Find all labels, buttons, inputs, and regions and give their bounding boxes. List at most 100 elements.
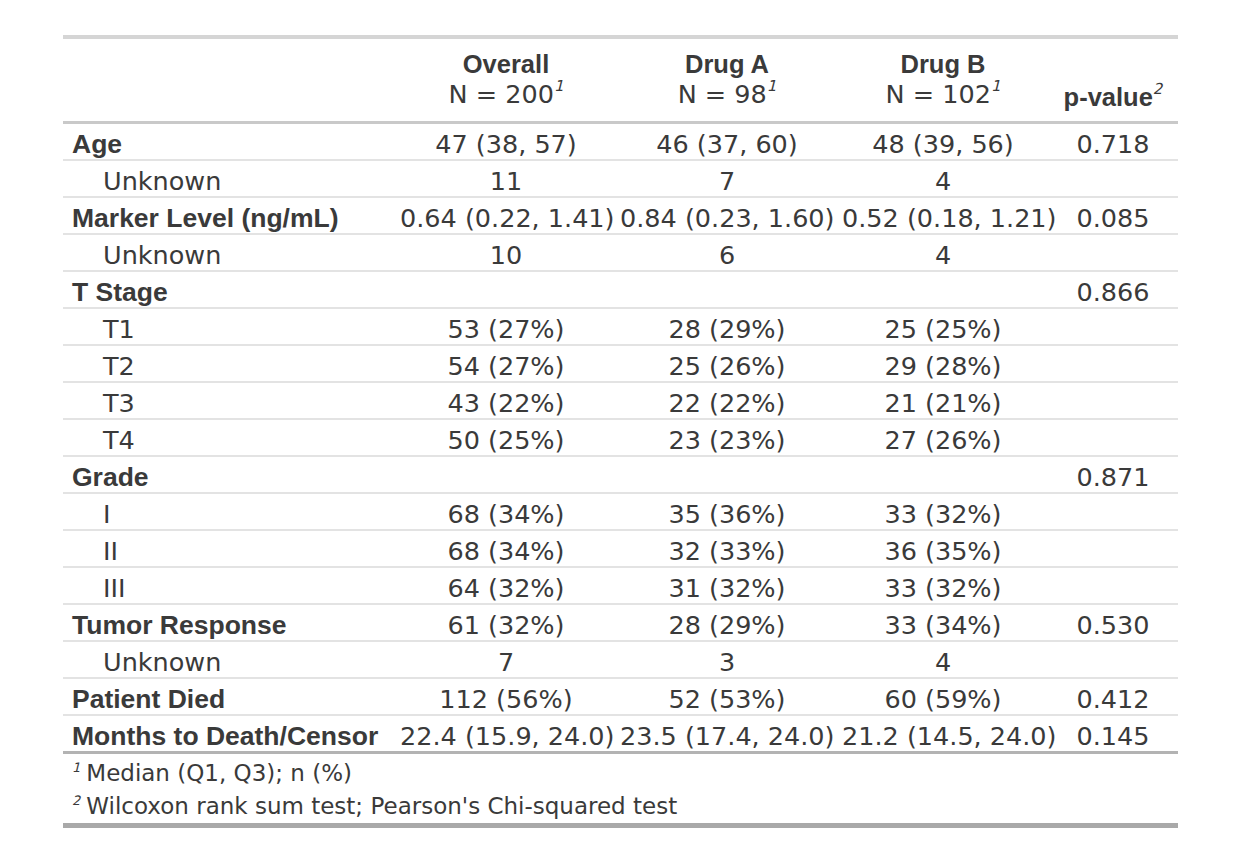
row-label: II [63, 530, 396, 567]
cell-drug-b [838, 271, 1048, 308]
header-drug-b: Drug BN = 1021 [838, 37, 1048, 123]
table-row: T153 (27%)28 (29%)25 (25%) [63, 308, 1178, 345]
footnote-1: 1Median (Q1, Q3); n (%) [63, 753, 1178, 789]
cell-p-value: 0.145 [1048, 715, 1178, 753]
cell-p-value: 0.085 [1048, 197, 1178, 234]
cell-overall: 43 (22%) [396, 382, 616, 419]
cell-overall: 68 (34%) [396, 530, 616, 567]
cell-overall: 10 [396, 234, 616, 271]
table-row: Months to Death/Censor22.4 (15.9, 24.0)2… [63, 715, 1178, 753]
cell-overall: 53 (27%) [396, 308, 616, 345]
cell-p-value: 0.530 [1048, 604, 1178, 641]
cell-p-value: 0.866 [1048, 271, 1178, 308]
row-label: Unknown [63, 160, 396, 197]
header-row: OverallN = 2001 Drug AN = 981 Drug BN = … [63, 37, 1178, 123]
cell-drug-a: 35 (36%) [616, 493, 838, 530]
row-label: Months to Death/Censor [63, 715, 396, 753]
cell-overall: 11 [396, 160, 616, 197]
footnote-mark-1: 1 [991, 77, 1001, 95]
summary-table: OverallN = 2001 Drug AN = 981 Drug BN = … [63, 35, 1178, 828]
row-label: T4 [63, 419, 396, 456]
cell-drug-a: 23.5 (17.4, 24.0) [616, 715, 838, 753]
table-row: T343 (22%)22 (22%)21 (21%) [63, 382, 1178, 419]
header-drug-a: Drug AN = 981 [616, 37, 838, 123]
row-label: I [63, 493, 396, 530]
table-row: Tumor Response61 (32%)28 (29%)33 (34%)0.… [63, 604, 1178, 641]
cell-drug-a: 28 (29%) [616, 604, 838, 641]
cell-drug-b: 33 (34%) [838, 604, 1048, 641]
footnote-2-mark: 2 [72, 793, 86, 808]
row-label: Grade [63, 456, 396, 493]
cell-drug-a: 46 (37, 60) [616, 123, 838, 161]
table-row: Unknown1064 [63, 234, 1178, 271]
header-drug-b-n: N = 102 [886, 79, 991, 109]
cell-drug-a: 28 (29%) [616, 308, 838, 345]
cell-drug-b [838, 456, 1048, 493]
header-drug-b-name: Drug B [842, 49, 1044, 79]
cell-p-value [1048, 160, 1178, 197]
cell-drug-a [616, 456, 838, 493]
footnote-1-text: Median (Q1, Q3); n (%) [86, 760, 352, 786]
cell-p-value: 0.871 [1048, 456, 1178, 493]
cell-p-value [1048, 530, 1178, 567]
cell-overall: 47 (38, 57) [396, 123, 616, 161]
row-label: Age [63, 123, 396, 161]
row-label: T3 [63, 382, 396, 419]
cell-overall: 22.4 (15.9, 24.0) [396, 715, 616, 753]
table-row: T254 (27%)25 (26%)29 (28%) [63, 345, 1178, 382]
table-row: T Stage 0.866 [63, 271, 1178, 308]
cell-overall: 64 (32%) [396, 567, 616, 604]
table-row: I68 (34%)35 (36%)33 (32%) [63, 493, 1178, 530]
cell-drug-a: 0.84 (0.23, 1.60) [616, 197, 838, 234]
row-label: T Stage [63, 271, 396, 308]
table-row: Patient Died112 (56%)52 (53%)60 (59%)0.4… [63, 678, 1178, 715]
table-row: Unknown734 [63, 641, 1178, 678]
cell-drug-a [616, 271, 838, 308]
table-row: II68 (34%)32 (33%)36 (35%) [63, 530, 1178, 567]
cell-overall: 112 (56%) [396, 678, 616, 715]
header-label-blank [63, 37, 396, 123]
header-drug-a-name: Drug A [620, 49, 834, 79]
cell-drug-b: 48 (39, 56) [838, 123, 1048, 161]
cell-drug-b: 33 (32%) [838, 567, 1048, 604]
cell-p-value [1048, 419, 1178, 456]
cell-drug-a: 6 [616, 234, 838, 271]
cell-drug-b: 4 [838, 160, 1048, 197]
cell-overall: 0.64 (0.22, 1.41) [396, 197, 616, 234]
footnote-mark-2: 2 [1153, 80, 1163, 98]
cell-drug-a: 52 (53%) [616, 678, 838, 715]
row-label: Tumor Response [63, 604, 396, 641]
cell-drug-b: 36 (35%) [838, 530, 1048, 567]
cell-overall: 50 (25%) [396, 419, 616, 456]
cell-p-value: 0.412 [1048, 678, 1178, 715]
cell-drug-a: 23 (23%) [616, 419, 838, 456]
table-row: T450 (25%)23 (23%)27 (26%) [63, 419, 1178, 456]
row-label: T2 [63, 345, 396, 382]
cell-p-value [1048, 345, 1178, 382]
cell-drug-a: 32 (33%) [616, 530, 838, 567]
cell-drug-b: 33 (32%) [838, 493, 1048, 530]
cell-drug-b: 0.52 (0.18, 1.21) [838, 197, 1048, 234]
cell-drug-a: 31 (32%) [616, 567, 838, 604]
cell-p-value: 0.718 [1048, 123, 1178, 161]
cell-p-value [1048, 567, 1178, 604]
row-label: Patient Died [63, 678, 396, 715]
cell-overall: 61 (32%) [396, 604, 616, 641]
cell-overall [396, 456, 616, 493]
cell-drug-b: 4 [838, 234, 1048, 271]
footnote-1-mark: 1 [72, 760, 86, 775]
header-overall: OverallN = 2001 [396, 37, 616, 123]
cell-drug-a: 25 (26%) [616, 345, 838, 382]
cell-overall: 54 (27%) [396, 345, 616, 382]
footnote-2: 2Wilcoxon rank sum test; Pearson's Chi-s… [63, 788, 1178, 826]
cell-p-value [1048, 641, 1178, 678]
footnote-mark-1: 1 [554, 77, 564, 95]
row-label: Unknown [63, 234, 396, 271]
table-row: Unknown1174 [63, 160, 1178, 197]
cell-drug-b: 29 (28%) [838, 345, 1048, 382]
cell-p-value [1048, 308, 1178, 345]
footnote-2-text: Wilcoxon rank sum test; Pearson's Chi-sq… [86, 793, 677, 819]
row-label: III [63, 567, 396, 604]
header-drug-a-n: N = 98 [678, 79, 767, 109]
cell-drug-b: 21.2 (14.5, 24.0) [838, 715, 1048, 753]
